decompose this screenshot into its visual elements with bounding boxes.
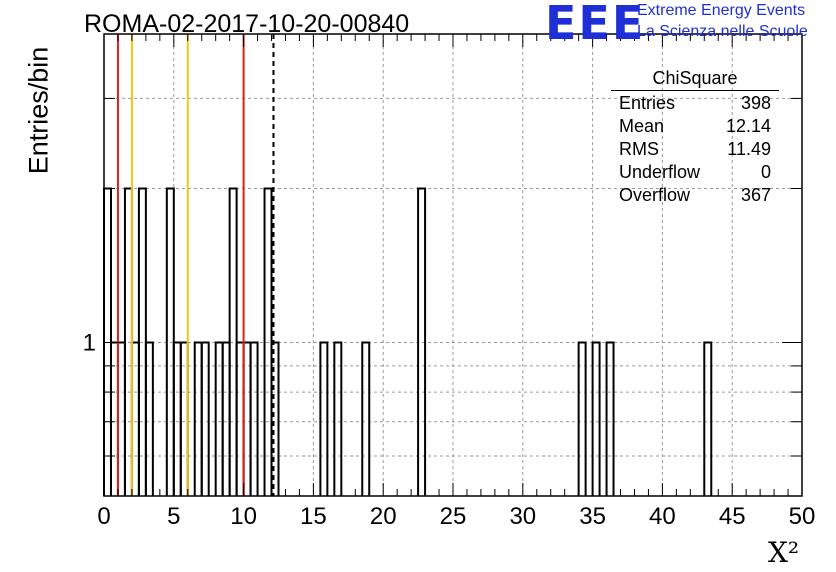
stats-label: Underflow <box>619 162 701 182</box>
x-tick-label: 5 <box>167 503 180 530</box>
histogram-bin <box>605 341 615 496</box>
chart-title: ROMA-02-2017-10-20-00840 <box>84 10 410 38</box>
stats-value: 367 <box>740 185 771 205</box>
x-axis-label: X² <box>768 536 800 569</box>
stats-label: Entries <box>619 93 676 113</box>
histogram-bin <box>249 341 259 496</box>
histogram-bin <box>577 341 587 496</box>
histogram-bin <box>703 341 713 496</box>
x-tick-label: 0 <box>97 503 110 530</box>
reference-lines <box>116 34 275 496</box>
stats-row-rms: RMS 11.49 <box>611 139 779 162</box>
histogram-bin <box>270 341 280 496</box>
axis-ticks <box>103 34 803 496</box>
eee-logo: EEE <box>545 0 646 50</box>
histogram-bin <box>333 341 343 496</box>
stats-header: ChiSquare <box>611 68 779 91</box>
logo-subtitle-2: La Scienza nelle Scuole <box>637 23 808 40</box>
x-tick-label: 35 <box>579 503 606 530</box>
x-tick-label: 30 <box>509 503 536 530</box>
stats-label: RMS <box>619 139 659 159</box>
y-axis-label: Entries/bin <box>23 46 54 175</box>
axis-tick-labels: 0 5 10 15 20 25 30 35 40 45 50 1 <box>83 330 816 531</box>
stats-label: Mean <box>619 116 665 136</box>
stats-value: 11.49 <box>727 139 771 159</box>
x-tick-label: 25 <box>440 503 467 530</box>
stats-value: 0 <box>760 162 771 182</box>
logo-subtitle-1: Extreme Energy Events <box>637 2 806 19</box>
stats-box: ChiSquare Entries 398 Mean 12.14 RMS 11.… <box>611 68 779 208</box>
stats-row-underflow: Underflow 0 <box>611 162 779 185</box>
stats-row-mean: Mean 12.14 <box>611 116 779 139</box>
histogram-bin <box>200 341 210 496</box>
stats-row-entries: Entries 398 <box>611 93 779 116</box>
x-tick-label: 10 <box>230 503 257 530</box>
x-tick-label: 15 <box>300 503 327 530</box>
y-tick-label: 1 <box>83 330 96 357</box>
stats-label: Overflow <box>619 185 691 205</box>
histogram-bin <box>591 341 601 496</box>
histogram-bin <box>144 341 154 496</box>
stats-value: 12.14 <box>725 116 771 136</box>
histogram-bin <box>361 341 371 496</box>
stats-row-overflow: Overflow 367 <box>611 185 779 208</box>
x-tick-label: 50 <box>789 503 816 530</box>
stats-value: 398 <box>740 93 771 113</box>
histogram-bin <box>319 341 329 496</box>
x-tick-label: 45 <box>719 503 746 530</box>
x-tick-label: 20 <box>370 503 397 530</box>
histogram-bin <box>417 187 427 496</box>
x-tick-label: 40 <box>649 503 676 530</box>
